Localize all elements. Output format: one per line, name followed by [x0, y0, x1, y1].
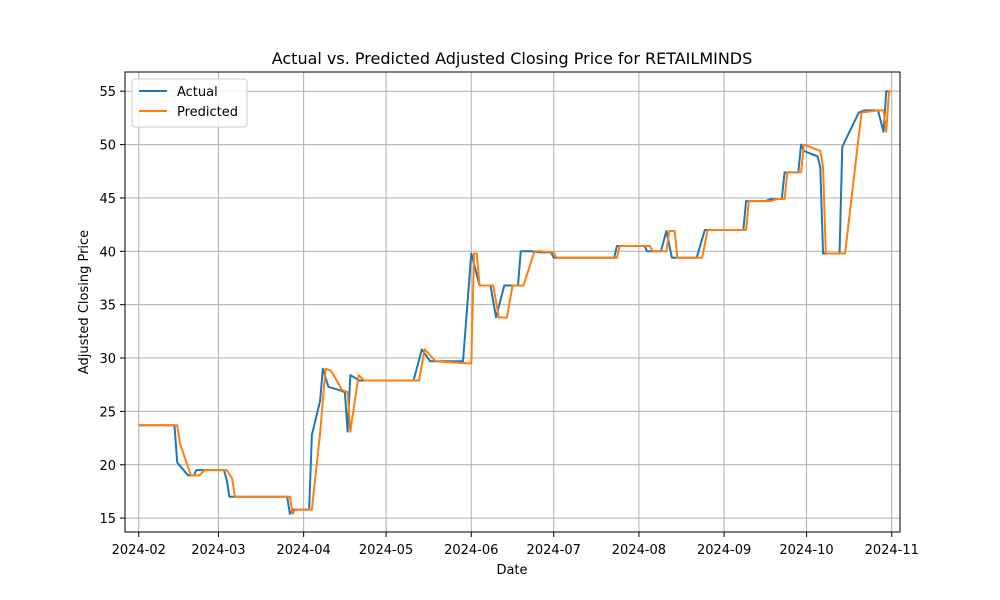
- y-tick-label: 20: [99, 459, 116, 474]
- y-axis-label: Adjusted Closing Price: [77, 230, 92, 374]
- x-tick-label: 2024-08: [612, 543, 666, 558]
- legend-label-actual: Actual: [177, 85, 218, 100]
- x-tick-label: 2024-10: [779, 543, 833, 558]
- x-tick-label: 2024-09: [697, 543, 751, 558]
- x-axis-label: Date: [496, 563, 527, 578]
- y-axis-ticks: 15 20 25 30 35 40 45 50 55: [99, 85, 125, 527]
- x-tick-label: 2024-03: [191, 543, 245, 558]
- x-tick-label: 2024-04: [276, 543, 330, 558]
- x-tick-label: 2024-07: [527, 543, 581, 558]
- y-tick-label: 50: [99, 139, 116, 154]
- plot-frame: [124, 71, 901, 533]
- chart-title: Actual vs. Predicted Adjusted Closing Pr…: [272, 49, 753, 68]
- x-tick-label: 2024-02: [112, 543, 166, 558]
- series-line-predicted: [138, 90, 892, 515]
- x-tick-label: 2024-06: [444, 543, 498, 558]
- y-tick-label: 55: [99, 85, 116, 100]
- x-tick-label: 2024-11: [865, 543, 919, 558]
- y-tick-label: 15: [99, 512, 116, 527]
- series-lines: [138, 90, 892, 515]
- y-tick-label: 25: [99, 405, 116, 420]
- y-tick-label: 45: [99, 192, 116, 207]
- y-tick-label: 40: [99, 245, 116, 260]
- x-axis-ticks: 2024-02 2024-03 2024-04 2024-05 2024-06 2024-…: [112, 532, 919, 558]
- y-tick-label: 30: [99, 352, 116, 367]
- y-tick-label: 35: [99, 299, 116, 314]
- x-tick-label: 2024-05: [359, 543, 413, 558]
- legend-label-predicted: Predicted: [177, 105, 238, 120]
- legend: Actual Predicted: [131, 78, 248, 128]
- grid: [125, 72, 900, 532]
